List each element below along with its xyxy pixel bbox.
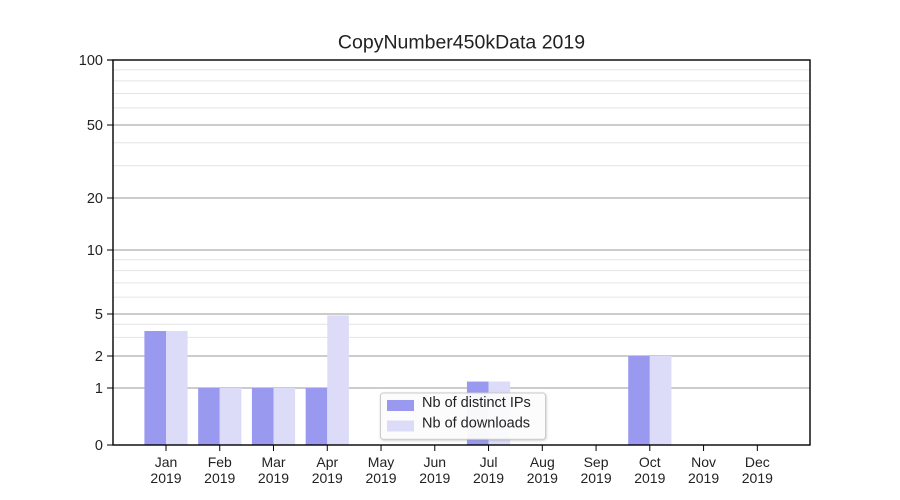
svg-text:2019: 2019 — [742, 470, 773, 486]
svg-text:2019: 2019 — [580, 470, 611, 486]
svg-text:Feb: Feb — [208, 454, 232, 470]
svg-text:2019: 2019 — [527, 470, 558, 486]
svg-text:2019: 2019 — [312, 470, 343, 486]
svg-text:20: 20 — [87, 191, 103, 207]
svg-text:5: 5 — [95, 307, 103, 323]
svg-text:2019: 2019 — [634, 470, 665, 486]
svg-text:Jun: Jun — [423, 454, 446, 470]
svg-text:Mar: Mar — [261, 454, 285, 470]
svg-text:1: 1 — [95, 381, 103, 397]
svg-text:2019: 2019 — [473, 470, 504, 486]
svg-text:2: 2 — [95, 349, 103, 365]
svg-text:100: 100 — [79, 53, 103, 69]
svg-text:2019: 2019 — [258, 470, 289, 486]
svg-text:Oct: Oct — [639, 454, 661, 470]
svg-text:Jul: Jul — [480, 454, 498, 470]
svg-text:Aug: Aug — [530, 454, 555, 470]
svg-text:Nb of downloads: Nb of downloads — [422, 416, 530, 432]
svg-text:Apr: Apr — [316, 454, 338, 470]
svg-text:2019: 2019 — [204, 470, 235, 486]
svg-text:May: May — [368, 454, 394, 470]
svg-text:Sep: Sep — [584, 454, 609, 470]
svg-text:2019: 2019 — [419, 470, 450, 486]
svg-text:Nov: Nov — [691, 454, 716, 470]
svg-text:CopyNumber450kData 2019: CopyNumber450kData 2019 — [338, 32, 585, 54]
svg-text:Jan: Jan — [155, 454, 178, 470]
svg-text:Nb of distinct IPs: Nb of distinct IPs — [422, 395, 531, 411]
svg-text:0: 0 — [95, 438, 103, 454]
svg-text:10: 10 — [87, 243, 103, 259]
svg-text:2019: 2019 — [365, 470, 396, 486]
svg-text:Dec: Dec — [745, 454, 770, 470]
svg-text:50: 50 — [87, 118, 103, 134]
svg-text:2019: 2019 — [150, 470, 181, 486]
svg-text:2019: 2019 — [688, 470, 719, 486]
